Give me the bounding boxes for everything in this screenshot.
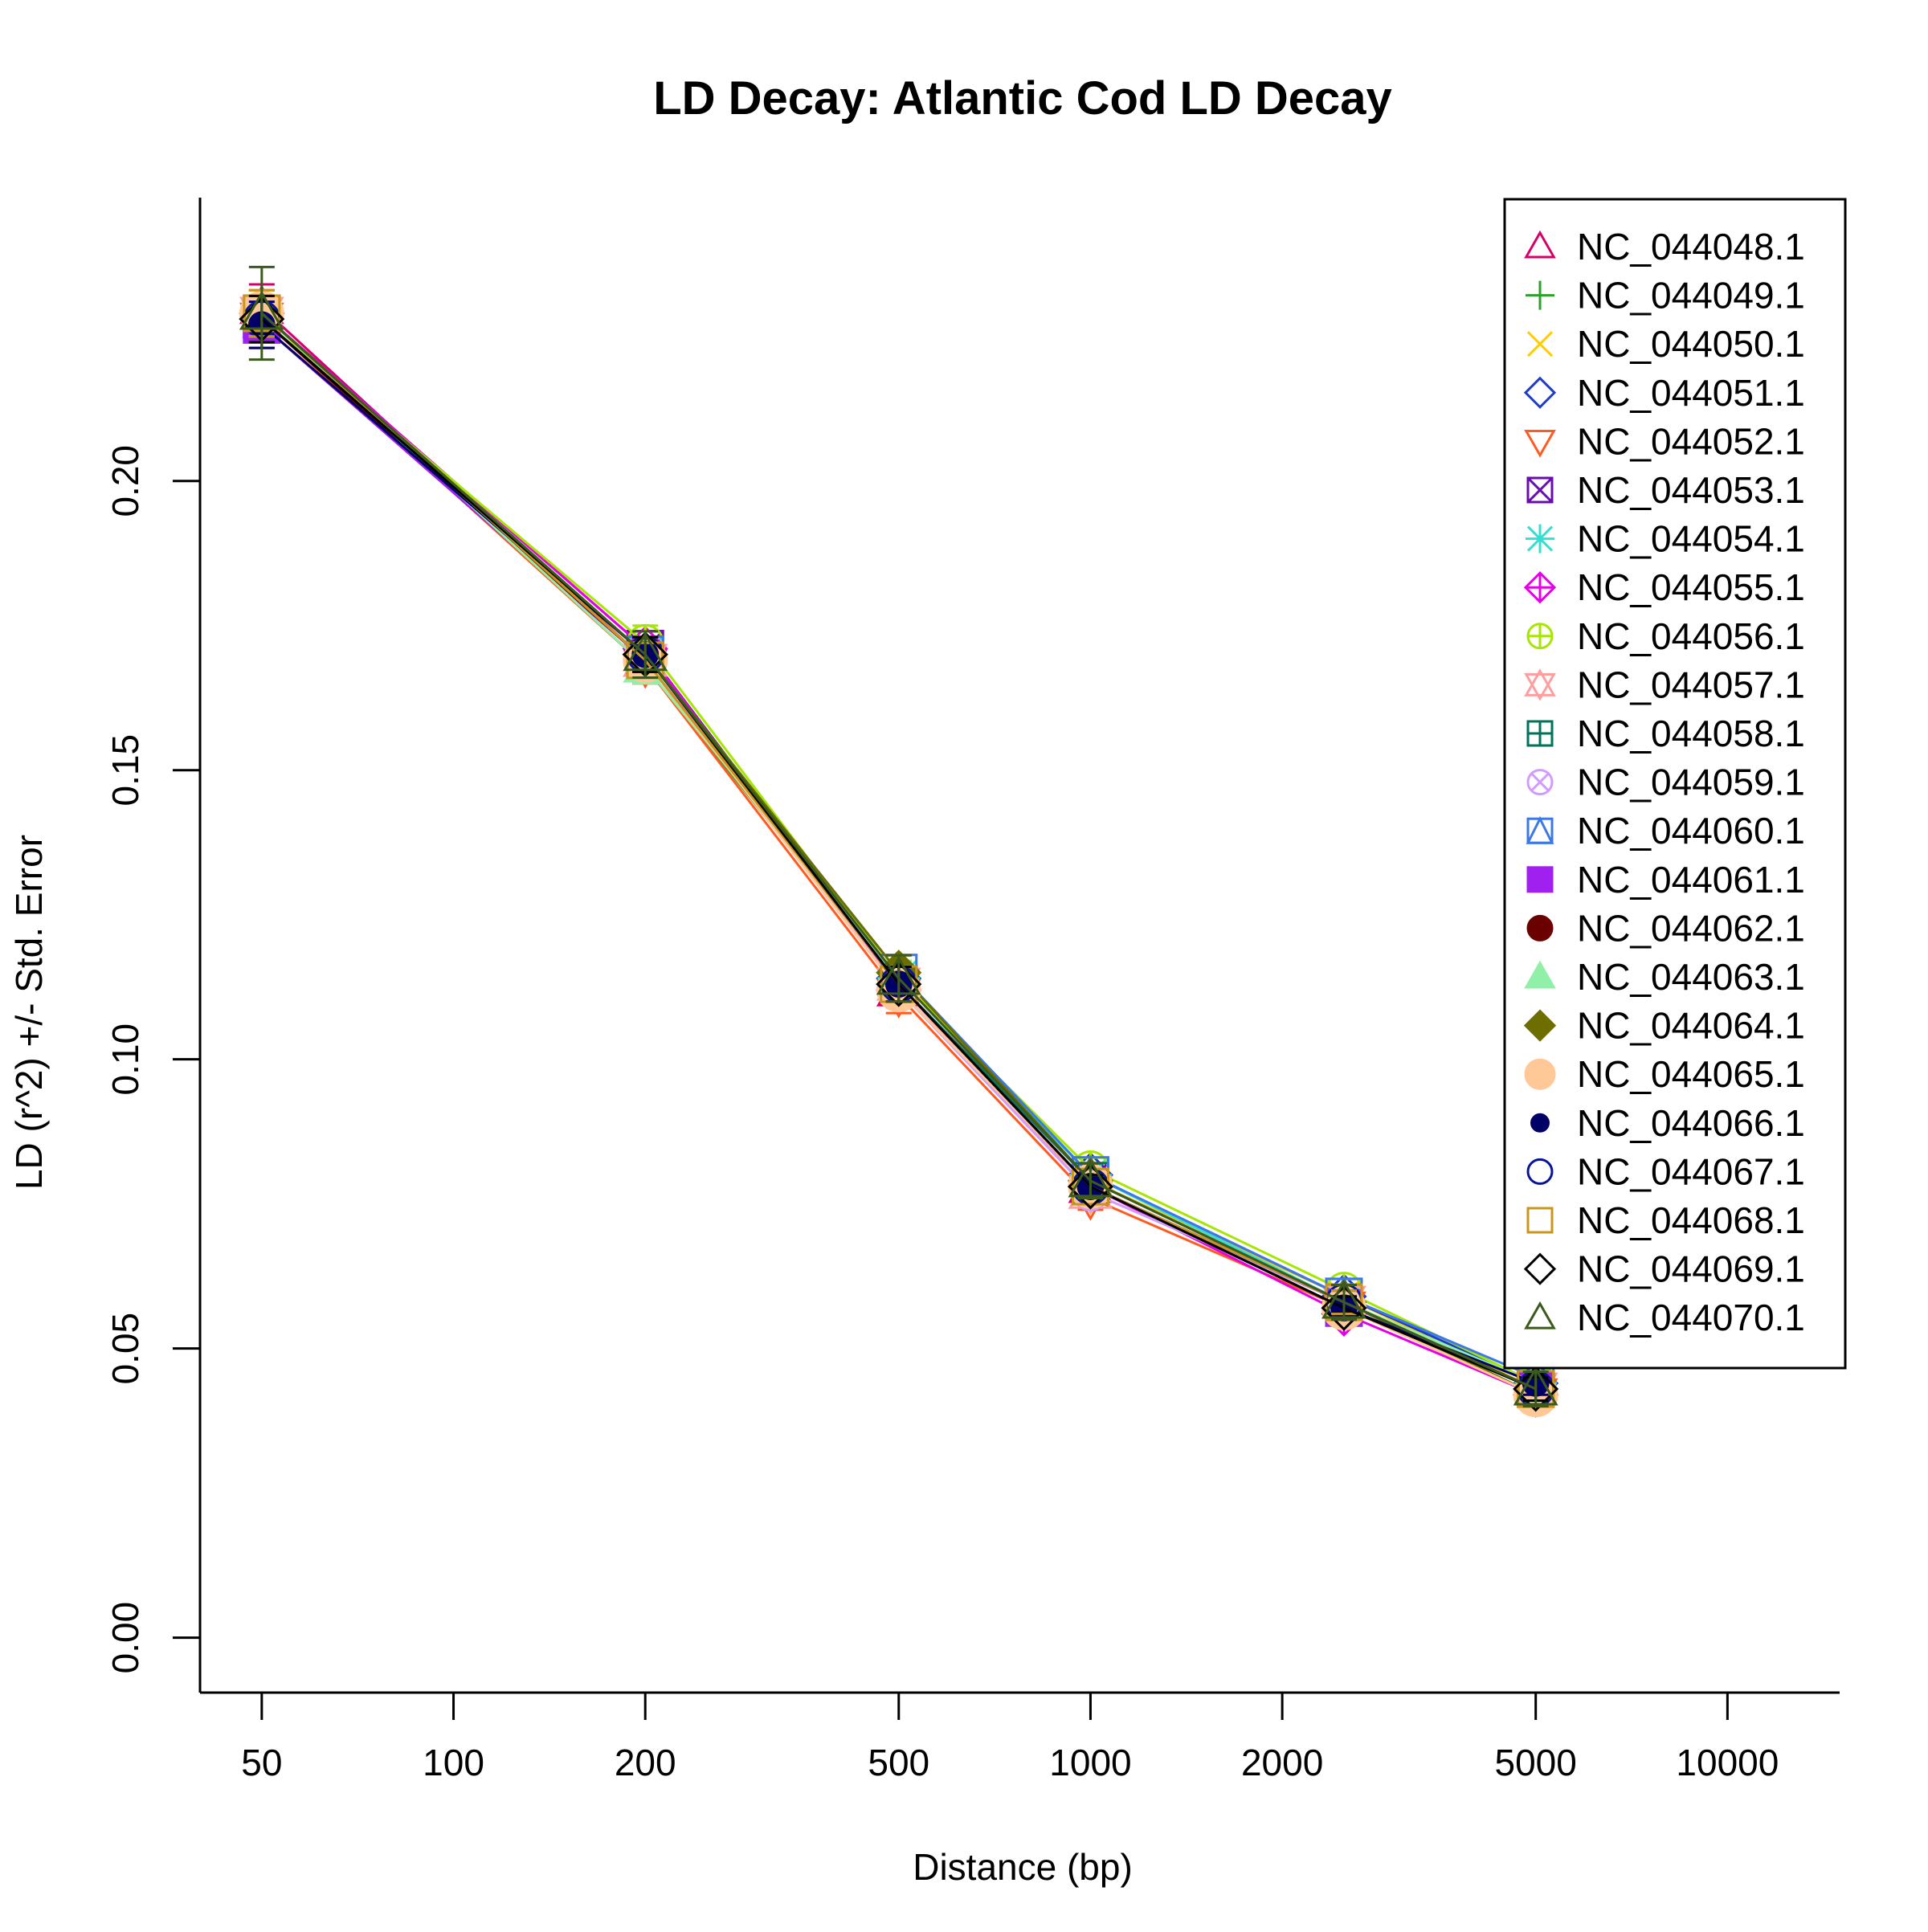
legend-marker [1523,571,1557,604]
legend-label: NC_044062.1 [1577,907,1805,949]
legend-marker [1524,960,1556,989]
x-tick-label: 500 [868,1742,929,1783]
data-point [1067,1163,1113,1210]
legend-label: NC_044069.1 [1577,1248,1805,1290]
legend-marker [1526,914,1554,941]
series-line [260,312,1537,1385]
legend-label: NC_044063.1 [1577,956,1805,998]
legend-marker [1523,1252,1557,1285]
legend-marker [1526,815,1554,844]
legend-marker [1526,524,1554,553]
y-axis-label: LD (r^2) +/- Std. Error [8,835,50,1190]
legend-label: NC_044067.1 [1577,1150,1805,1192]
legend-marker [1526,1207,1554,1234]
legend-marker [1523,1009,1557,1042]
x-tick-label: 200 [615,1742,676,1783]
chart-title: LD Decay: Atlantic Cod LD Decay [653,72,1392,125]
data-point [876,955,921,995]
legend: NC_044048.1 NC_044049.1 NC_044050.1 NC_0440… [1503,198,1847,1370]
legend-marker [1526,623,1554,650]
x-tick-label: 10000 [1676,1742,1779,1783]
legend-marker [1526,866,1554,893]
data-point [876,961,922,1007]
series-line [260,306,1537,1391]
data-point [239,290,284,330]
series-line [260,312,1537,1396]
series-line [260,312,1537,1391]
legend-marker [1524,230,1556,259]
y-tick-label: 0.00 [104,1602,146,1674]
legend-label: NC_044070.1 [1577,1297,1805,1338]
series-line [260,312,1537,1391]
legend-label: NC_044068.1 [1577,1199,1805,1241]
legend-label: NC_044060.1 [1577,810,1805,852]
series-line [260,318,1537,1385]
data-point [1068,1158,1113,1198]
x-tick-label: 1000 [1049,1742,1131,1783]
data-point [1321,1285,1367,1331]
legend-marker [1526,720,1554,747]
x-axis-label: Distance (bp) [913,1846,1133,1888]
legend-label: NC_044066.1 [1577,1102,1805,1144]
y-tick-label: 0.20 [104,445,146,517]
legend-label: NC_044065.1 [1577,1053,1805,1095]
legend-label: NC_044057.1 [1577,664,1805,705]
legend-marker [1526,280,1554,310]
legend-marker [1530,1113,1550,1133]
series-line [260,318,1537,1379]
y-tick-label: 0.10 [104,1023,146,1096]
plot-area [239,265,1559,1418]
legend-box [1503,198,1847,1370]
legend-marker [1524,1058,1556,1090]
legend-marker [1523,376,1557,409]
data-point [1321,1279,1366,1319]
series-line [260,312,1537,1396]
legend-label: NC_044051.1 [1577,372,1805,414]
y-tick-label: 0.05 [104,1313,146,1385]
legend-label: NC_044059.1 [1577,762,1805,803]
legend-marker [1526,1158,1554,1185]
legend-marker [1524,429,1556,458]
legend-label: NC_044054.1 [1577,518,1805,560]
legend-marker [1526,331,1554,357]
axes: 50 100 200 500 1000 2000 5000 10000 0.00 0.05 0.10… [104,198,1840,1783]
series-line [260,312,1537,1391]
y-tick-label: 0.15 [104,734,146,807]
legend-label: NC_044064.1 [1577,1005,1805,1047]
legend-label: NC_044048.1 [1577,226,1805,268]
series-line [260,318,1537,1385]
legend-marker [1526,769,1554,796]
legend-label: NC_044049.1 [1577,275,1805,317]
legend-label: NC_044055.1 [1577,566,1805,608]
x-tick-label: 2000 [1241,1742,1323,1783]
legend-label: NC_044050.1 [1577,323,1805,365]
x-tick-label: 50 [241,1742,282,1783]
data-point [623,631,668,672]
legend-marker [1524,1301,1556,1330]
x-tick-label: 100 [423,1742,484,1783]
legend-marker [1526,476,1554,504]
series-line [260,312,1537,1396]
series-line [260,312,1537,1396]
legend-label: NC_044053.1 [1577,469,1805,511]
series-line [260,312,1537,1385]
legend-marker [1524,668,1556,701]
legend-label: NC_044061.1 [1577,859,1805,901]
legend-label: NC_044052.1 [1577,420,1805,462]
data-point [1513,1366,1558,1406]
series-line [260,312,1537,1391]
legend-label: NC_044056.1 [1577,615,1805,657]
series-line [260,312,1537,1391]
legend-label: NC_044058.1 [1577,713,1805,754]
x-tick-label: 5000 [1495,1742,1577,1783]
